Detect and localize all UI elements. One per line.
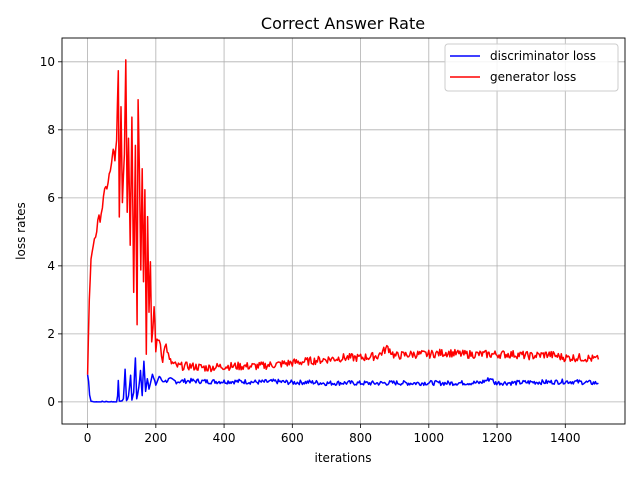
x-axis-label: iterations — [315, 451, 372, 465]
y-axis-label: loss rates — [14, 202, 28, 260]
legend: discriminator loss generator loss — [444, 43, 619, 92]
x-tick-label: 1200 — [482, 431, 513, 445]
series-line-generator — [86, 59, 600, 375]
ticks: 0 200 400 600 800 1000 1200 1400 0 2 4 6 8 10 — [40, 55, 581, 445]
grid — [62, 38, 625, 424]
x-tick-label: 1000 — [414, 431, 445, 445]
x-tick-label: 1400 — [550, 431, 581, 445]
y-tick-label: 8 — [47, 123, 55, 137]
series-layer — [86, 59, 600, 403]
legend-label-generator: generator loss — [490, 70, 576, 84]
x-tick-label: 0 — [84, 431, 92, 445]
y-tick-label: 4 — [47, 259, 55, 273]
x-tick-label: 200 — [144, 431, 167, 445]
y-tick-label: 2 — [47, 327, 55, 341]
x-tick-label: 600 — [281, 431, 304, 445]
plot-frame — [61, 37, 626, 425]
x-tick-label: 800 — [349, 431, 372, 445]
y-tick-label: 10 — [40, 55, 55, 69]
x-tick-label: 400 — [213, 431, 236, 445]
legend-label-discriminator: discriminator loss — [490, 49, 596, 63]
chart-title: Correct Answer Rate — [261, 14, 425, 33]
legend-box — [444, 43, 619, 92]
series-line-discriminator — [86, 357, 599, 403]
y-tick-label: 6 — [47, 191, 55, 205]
y-tick-label: 0 — [47, 395, 55, 409]
